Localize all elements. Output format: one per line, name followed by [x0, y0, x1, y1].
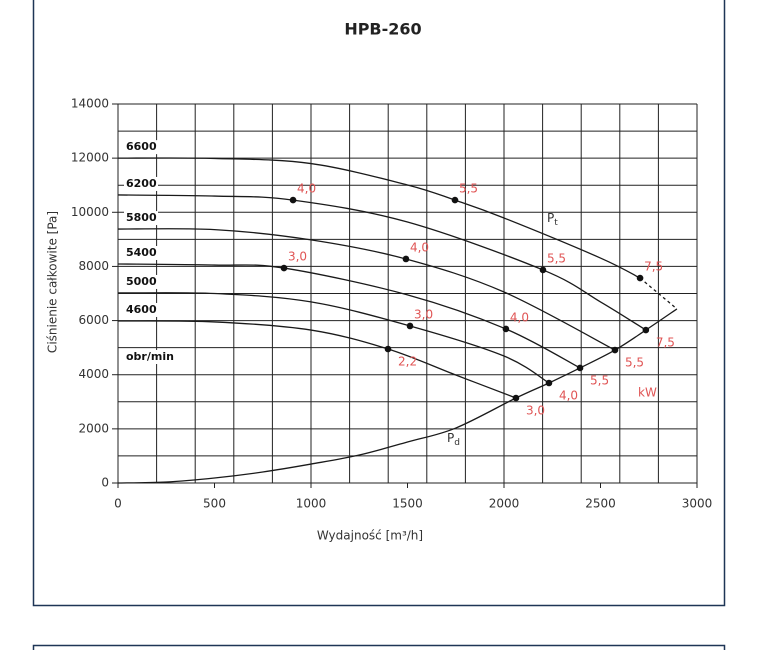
- y-tick-label: 8000: [78, 259, 109, 273]
- marker: [280, 264, 288, 272]
- rpm-curve: [117, 194, 647, 331]
- curve-label-sub: d: [454, 438, 460, 448]
- rpm-label: 5400: [126, 246, 157, 259]
- marker: [642, 326, 650, 334]
- marker-label: 5,5: [590, 373, 609, 387]
- chart-title: HPB-260: [344, 20, 421, 39]
- marker: [289, 196, 297, 204]
- rpm-label-bg: [124, 245, 158, 260]
- marker-label: 7,5: [644, 260, 663, 274]
- marker: [406, 322, 414, 330]
- rpm-label-bg: [124, 302, 158, 317]
- marker: [502, 325, 510, 333]
- rpm-label-bg: [124, 274, 158, 289]
- x-axis-label: Wydajność [m³/h]: [317, 529, 423, 543]
- marker-label: 5,5: [625, 356, 644, 370]
- marker: [636, 274, 644, 282]
- units-label-bg: [124, 350, 176, 364]
- x-tick-label: 3000: [682, 497, 713, 511]
- marker: [611, 346, 619, 354]
- marker: [576, 364, 584, 372]
- marker-label: 7,5: [656, 336, 675, 350]
- marker: [545, 379, 553, 387]
- y-tick-label: 6000: [78, 313, 109, 327]
- curve-label-sub: t: [554, 218, 558, 228]
- marker-label: 3,0: [288, 250, 307, 264]
- y-tick-label: 0: [101, 476, 109, 490]
- x-tick-label: 2500: [585, 497, 616, 511]
- x-tick-label: 500: [203, 497, 226, 511]
- rpm-curve: [117, 157, 641, 279]
- marker-label: 2,2: [398, 354, 417, 368]
- x-tick-label: 1500: [392, 497, 423, 511]
- dynamic-pressure-curve: [117, 308, 678, 484]
- rpm-label: 5000: [126, 275, 157, 288]
- curve-label: Pd: [447, 431, 460, 448]
- y-tick-label: 14000: [71, 97, 109, 111]
- marker-label: 3,0: [414, 307, 433, 321]
- marker: [384, 345, 392, 353]
- rpm-curve: [117, 228, 616, 351]
- y-tick-label: 12000: [71, 151, 109, 165]
- y-tick-label: 4000: [78, 367, 109, 381]
- marker-label: 4,0: [410, 240, 429, 254]
- x-tick-label: 1000: [296, 497, 327, 511]
- rpm-label: 6600: [126, 140, 157, 153]
- x-tick-label: 2000: [489, 497, 520, 511]
- marker: [512, 394, 520, 402]
- curve-label-main: P: [547, 211, 554, 225]
- rpm-label-bg: [124, 140, 158, 155]
- marker: [402, 255, 410, 263]
- marker-label: 4,0: [297, 182, 316, 196]
- x-tick-label: 0: [114, 497, 122, 511]
- curve-label-main: P: [447, 431, 454, 445]
- marker: [539, 266, 547, 274]
- power-unit-label: kW: [638, 386, 657, 400]
- rpm-curve: [117, 263, 581, 369]
- units-label: obr/min: [126, 350, 174, 363]
- rpm-label-bg: [124, 176, 158, 191]
- marker-label: 4,0: [559, 388, 578, 402]
- marker-label: 3,0: [526, 403, 545, 417]
- rpm-label-bg: [124, 211, 158, 226]
- rpm-curve: [117, 292, 550, 384]
- rpm-label: 6200: [126, 177, 157, 190]
- dashed-curve: [639, 277, 678, 310]
- next-panel-frame: [32, 644, 726, 650]
- marker-label: 5,5: [547, 251, 566, 265]
- marker-label: 5,5: [459, 182, 478, 196]
- curve-label: Pt: [547, 211, 558, 228]
- rpm-label: 4600: [126, 303, 157, 316]
- y-axis-label: Ciśnienie całkowite [Pa]: [46, 211, 60, 353]
- rpm-label: 5800: [126, 211, 157, 224]
- marker-label: 4,0: [510, 310, 529, 324]
- rpm-curve: [117, 320, 517, 399]
- y-tick-label: 2000: [78, 421, 109, 435]
- panel-frame: [32, 0, 726, 607]
- marker: [451, 196, 459, 204]
- y-tick-label: 10000: [71, 205, 109, 219]
